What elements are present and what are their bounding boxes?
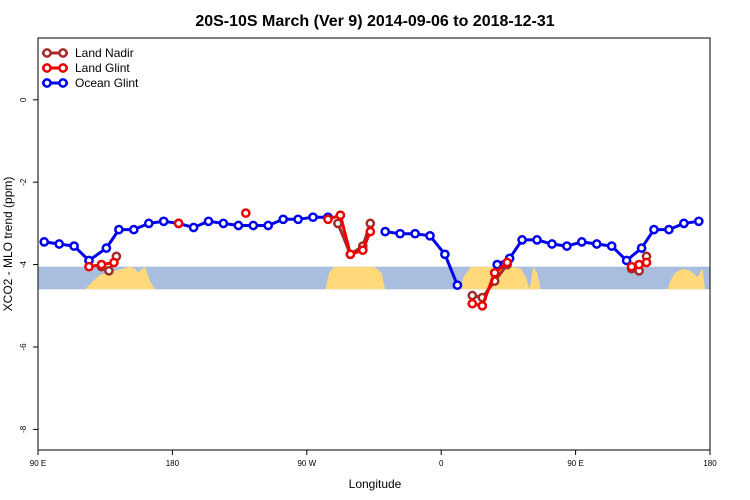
data-point [606, 241, 617, 251]
data-point [679, 218, 689, 229]
data-point [467, 290, 478, 301]
data-point [489, 267, 500, 278]
land-region [325, 266, 386, 290]
y-tick-label: 0 [19, 97, 28, 102]
data-point [188, 222, 199, 233]
data-point [452, 280, 463, 291]
data-point [502, 257, 513, 268]
series-line [336, 222, 372, 256]
y-tick-label: -6 [19, 343, 28, 351]
data-point [218, 218, 229, 229]
data-point [143, 218, 154, 229]
legend-entry: Land Glint [42, 61, 130, 75]
data-point [263, 220, 274, 231]
data-point [626, 261, 637, 272]
y-tick-label: -8 [19, 425, 28, 433]
legend-label: Ocean Glint [75, 76, 139, 90]
data-point [240, 208, 251, 218]
plot-frame [37, 37, 711, 451]
data-point [547, 239, 557, 249]
chart-title: 20S-10S March (Ver 9) 2014-09-06 to 2018… [195, 13, 554, 30]
data-point [84, 261, 94, 272]
x-tick-label: 0 [439, 459, 444, 468]
data-point [380, 226, 391, 237]
data-point [323, 214, 333, 225]
x-tick-label: 90 E [567, 459, 583, 468]
data-point [649, 224, 659, 235]
data-point [477, 300, 488, 311]
data-point [345, 249, 356, 260]
legend-swatch-marker [58, 78, 68, 88]
legend-swatch-marker [42, 78, 52, 88]
data-point [69, 241, 79, 251]
land-region [667, 268, 705, 290]
data-point [293, 214, 303, 225]
x-tick-label: 180 [166, 459, 180, 468]
data-point [96, 259, 107, 270]
data-point [233, 220, 244, 231]
x-tick-label: 180 [703, 459, 717, 468]
data-point [365, 218, 376, 229]
data-point [562, 241, 572, 251]
legend-entry: Land Nadir [42, 46, 134, 60]
data-point [357, 245, 368, 256]
data-point [440, 249, 450, 260]
data-point [693, 216, 704, 227]
data-point [365, 226, 376, 237]
data-point [248, 220, 259, 231]
x-tick-label: 90 W [297, 459, 316, 468]
y-axis-label: XCO2 - MLO trend (ppm) [1, 177, 15, 312]
legend-entry: Ocean Glint [42, 76, 139, 90]
legend-swatch-marker [42, 63, 52, 73]
legend-label: Land Nadir [75, 46, 134, 60]
series-line [43, 215, 328, 262]
y-tick-label: -4 [19, 260, 28, 268]
data-point [54, 239, 65, 249]
data-point [636, 243, 647, 253]
x-axis: 90 E 180 90 W 0 90 E 180 [30, 450, 717, 468]
data-point [109, 257, 119, 268]
legend-label: Land Glint [75, 61, 130, 75]
y-tick-label: -2 [19, 178, 28, 186]
data-point [104, 265, 114, 276]
series-line [471, 261, 509, 308]
x-tick-label: 90 E [30, 459, 46, 468]
series-ocean-glint [39, 212, 704, 291]
data-point [395, 228, 405, 239]
land-ocean-band [38, 266, 710, 290]
series-land-glint [84, 208, 652, 311]
data-point [278, 214, 289, 225]
data-point [425, 230, 435, 241]
y-axis: 0 -2 -4 -6 -8 [19, 97, 38, 433]
data-point [173, 218, 184, 229]
data-point [641, 257, 652, 268]
land-region [85, 266, 155, 290]
data-point [576, 237, 587, 247]
legend-swatch-marker [42, 48, 52, 58]
data-point [410, 228, 420, 239]
data-point [308, 212, 318, 223]
legend-swatch-marker [58, 48, 68, 58]
data-point [532, 235, 542, 245]
data-point [492, 259, 503, 270]
data-point [634, 259, 644, 270]
series-lines [39, 208, 704, 311]
data-point [101, 243, 112, 253]
data-point [621, 255, 632, 266]
x-axis-label: Longitude [349, 477, 402, 491]
data-point [467, 298, 478, 309]
data-point [39, 237, 50, 247]
data-point [128, 224, 139, 235]
data-point [517, 235, 527, 245]
data-point [203, 216, 214, 227]
legend-swatch-marker [58, 63, 68, 73]
data-point [591, 239, 602, 249]
data-point [664, 224, 674, 235]
land-region [459, 266, 541, 290]
data-point [335, 210, 346, 221]
data-point [114, 224, 124, 235]
data-point [158, 216, 169, 227]
